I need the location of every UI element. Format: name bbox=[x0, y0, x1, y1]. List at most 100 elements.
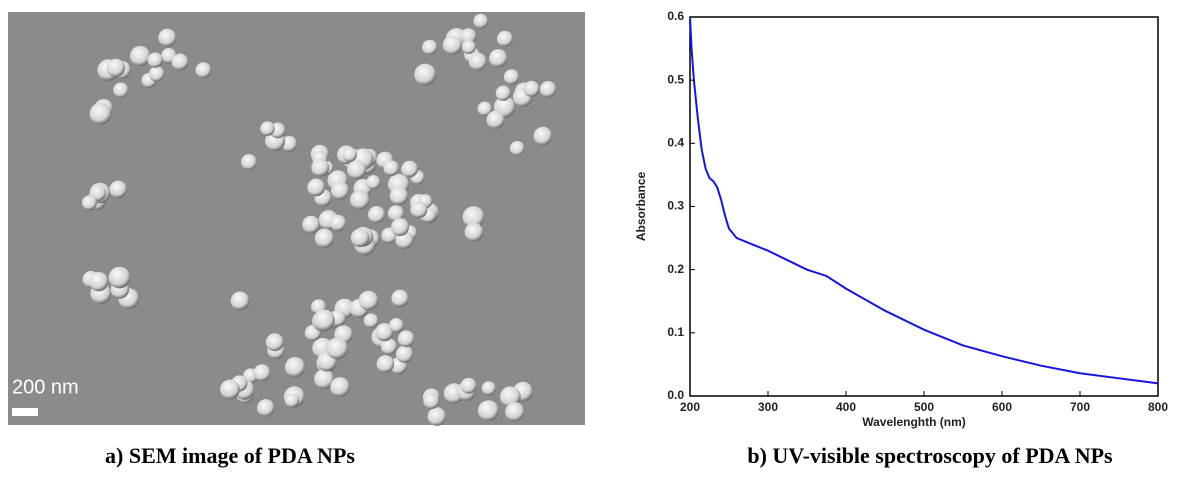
x-tick-label: 700 bbox=[1070, 400, 1090, 414]
particle bbox=[397, 330, 415, 348]
particle bbox=[380, 338, 398, 355]
particle bbox=[387, 205, 405, 222]
particle bbox=[486, 110, 505, 129]
x-tick-label: 200 bbox=[680, 400, 700, 414]
particle bbox=[106, 58, 126, 78]
particle bbox=[350, 189, 370, 210]
particle bbox=[422, 39, 438, 55]
particle bbox=[109, 180, 127, 199]
x-tick-label: 400 bbox=[836, 400, 856, 414]
x-tick-label: 300 bbox=[758, 400, 778, 414]
particle bbox=[331, 181, 350, 200]
particle bbox=[533, 126, 553, 146]
particle bbox=[314, 228, 335, 248]
particle bbox=[158, 28, 177, 47]
particle bbox=[363, 313, 379, 329]
y-axis-label: Absorbance bbox=[634, 172, 648, 242]
sem-image bbox=[8, 12, 585, 426]
particle bbox=[329, 214, 347, 232]
particle bbox=[130, 45, 151, 67]
particle bbox=[302, 215, 320, 234]
particle bbox=[330, 377, 350, 397]
particle bbox=[523, 80, 540, 97]
particle bbox=[461, 39, 476, 55]
particle bbox=[442, 35, 463, 55]
particle bbox=[347, 160, 367, 180]
particle bbox=[489, 49, 508, 68]
particle bbox=[366, 175, 381, 190]
particle bbox=[391, 218, 410, 237]
particle bbox=[230, 291, 250, 311]
particle bbox=[220, 379, 240, 400]
particle bbox=[462, 206, 485, 229]
particle bbox=[81, 195, 97, 211]
particle bbox=[257, 399, 275, 417]
particle bbox=[265, 333, 284, 352]
y-tick-label: 0.5 bbox=[667, 72, 684, 86]
particle bbox=[375, 323, 394, 342]
x-tick-label: 500 bbox=[914, 400, 934, 414]
particle bbox=[108, 266, 131, 289]
particle bbox=[460, 28, 477, 45]
y-tick-label: 0.1 bbox=[667, 325, 684, 339]
particle bbox=[468, 52, 487, 71]
particle bbox=[147, 52, 163, 68]
particle bbox=[342, 147, 357, 162]
particle bbox=[313, 309, 335, 331]
particle bbox=[477, 400, 499, 422]
particle bbox=[414, 63, 437, 86]
particle bbox=[481, 381, 496, 396]
particle bbox=[395, 345, 414, 363]
y-tick-label: 0.6 bbox=[667, 9, 684, 23]
particle bbox=[260, 121, 275, 136]
particle bbox=[358, 290, 379, 311]
y-tick-label: 0.4 bbox=[667, 136, 684, 150]
data-line bbox=[689, 16, 1159, 385]
particle bbox=[389, 317, 404, 333]
particle bbox=[499, 386, 521, 408]
y-tick-label: 0.3 bbox=[667, 199, 684, 213]
particle bbox=[113, 82, 129, 98]
particle bbox=[503, 69, 520, 85]
particle bbox=[253, 364, 271, 382]
particle bbox=[423, 393, 440, 410]
particle bbox=[195, 62, 212, 79]
particle bbox=[389, 186, 409, 206]
particle bbox=[326, 337, 349, 360]
particle bbox=[464, 222, 484, 242]
particle bbox=[368, 206, 386, 224]
particle bbox=[496, 30, 513, 47]
particle bbox=[509, 141, 525, 156]
caption: b) UV-visible spectroscopy of PDA NPs bbox=[747, 443, 1113, 468]
y-tick-label: 0.0 bbox=[667, 388, 684, 402]
particle bbox=[460, 377, 477, 394]
particle bbox=[473, 13, 489, 29]
x-tick-label: 800 bbox=[1148, 400, 1168, 414]
particle bbox=[281, 135, 298, 152]
particle bbox=[311, 158, 330, 177]
particle bbox=[401, 160, 419, 178]
particle bbox=[477, 101, 492, 117]
particle bbox=[539, 80, 557, 98]
scale-bar bbox=[12, 408, 38, 416]
particle bbox=[88, 271, 109, 292]
caption: a) SEM image of PDA NPs bbox=[105, 443, 355, 468]
particle bbox=[314, 369, 335, 389]
particle bbox=[284, 393, 300, 408]
y-tick-label: 0.2 bbox=[667, 262, 684, 276]
particle bbox=[427, 407, 447, 426]
sem-background bbox=[8, 12, 585, 425]
particle bbox=[410, 200, 428, 219]
particle bbox=[284, 357, 306, 378]
scale-bar-label: 200 nm bbox=[12, 376, 79, 398]
x-tick-label: 600 bbox=[992, 400, 1012, 414]
particle bbox=[391, 289, 409, 308]
particle bbox=[383, 160, 400, 176]
particle bbox=[495, 85, 511, 101]
particle bbox=[241, 154, 257, 171]
particle bbox=[505, 402, 525, 422]
particle bbox=[148, 66, 165, 82]
plot-frame bbox=[689, 16, 1159, 397]
particle bbox=[171, 53, 189, 71]
